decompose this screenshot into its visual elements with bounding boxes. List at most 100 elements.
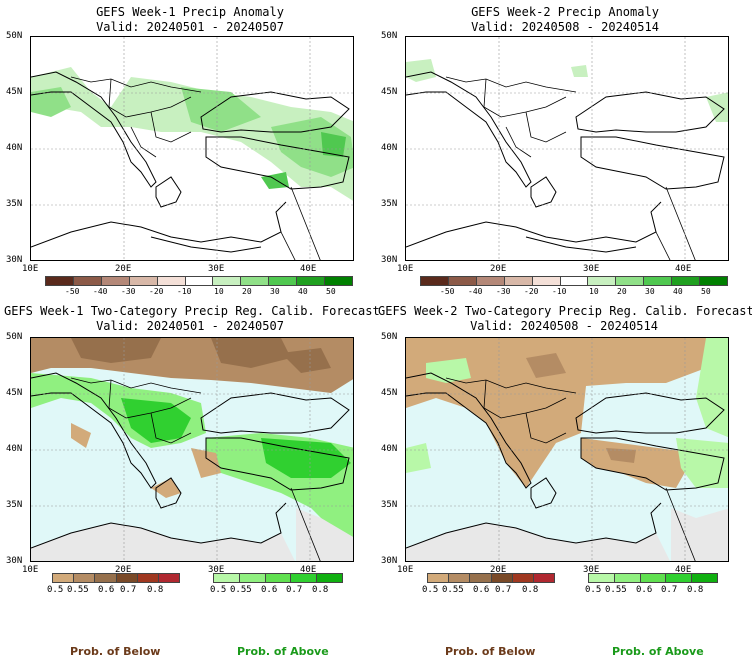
coastlines <box>406 71 725 253</box>
anomaly-tick: -10 <box>552 287 567 296</box>
panel1-title-line2: Valid: 20240501 - 20240507 <box>96 20 284 34</box>
below-color-swatch <box>512 574 534 582</box>
lat-label: 45N <box>381 87 398 97</box>
lat-label: 40N <box>6 444 23 454</box>
grid-lines <box>31 338 353 561</box>
outside-domain <box>406 508 728 561</box>
below-tick: 0.8 <box>522 585 539 595</box>
lon-label: 40E <box>300 565 317 575</box>
lat-label: 50N <box>6 332 23 342</box>
anomaly-tick: 10 <box>214 287 224 296</box>
lon-label: 30E <box>583 264 600 274</box>
anomaly-color-swatch <box>129 277 158 285</box>
anomaly-color-swatch <box>448 277 477 285</box>
anomaly-color-swatch <box>616 277 645 285</box>
anomaly-color-swatch <box>476 277 505 285</box>
anomaly-tick: -20 <box>149 287 164 296</box>
below-tick: 0.8 <box>147 585 164 595</box>
anomaly-tick: 10 <box>589 287 599 296</box>
lon-label: 20E <box>115 264 132 274</box>
anomaly-color-swatch <box>185 277 214 285</box>
grid-lines <box>406 37 728 260</box>
below-color-swatch <box>491 574 513 582</box>
anomaly-tick: 50 <box>701 287 711 296</box>
above-tick: 0.6 <box>261 585 278 595</box>
anomaly-color-swatch <box>588 277 617 285</box>
panel1-title-line1: GEFS Week-1 Precip Anomaly <box>96 5 284 19</box>
anomaly-colorbar-week1 <box>45 276 353 286</box>
outside-domain <box>31 508 353 561</box>
lon-label: 10E <box>397 264 414 274</box>
lat-label: 45N <box>6 388 23 398</box>
above-tick: 0.5 <box>585 585 602 595</box>
anomaly-tick: -40 <box>468 287 483 296</box>
lon-label: 10E <box>22 264 39 274</box>
coastlines <box>406 372 725 549</box>
lon-label: 40E <box>300 264 317 274</box>
above-color-swatch <box>291 574 318 582</box>
anomaly-color-swatch <box>157 277 186 285</box>
borders <box>445 377 696 561</box>
anomaly-tick: 40 <box>298 287 308 296</box>
above-tick: 0.8 <box>687 585 704 595</box>
borders <box>70 377 321 561</box>
panel4-title: GEFS Week-2 Two-Category Precip Reg. Cal… <box>378 304 752 334</box>
anomaly-tick: 20 <box>617 287 627 296</box>
anomaly-colorbar-week2 <box>420 276 728 286</box>
lon-label: 20E <box>115 565 132 575</box>
anomaly-color-swatch <box>421 277 449 285</box>
prob-above-label-week2: Prob. of Above <box>612 645 704 658</box>
above-tick: 0.6 <box>636 585 653 595</box>
lon-label: 30E <box>208 264 225 274</box>
below-color-swatch <box>95 574 117 582</box>
anomaly-tick: 40 <box>673 287 683 296</box>
below-tick: 0.55 <box>442 585 464 595</box>
lat-label: 35N <box>6 500 23 510</box>
land-below-strong <box>526 353 636 463</box>
coastlines <box>31 372 350 549</box>
lon-label: 30E <box>583 565 600 575</box>
anomaly-tick: -30 <box>121 287 136 296</box>
anomaly-color-swatch <box>101 277 130 285</box>
above-color-swatch <box>214 574 240 582</box>
below-tick: 0.55 <box>67 585 89 595</box>
above-tick: 0.55 <box>230 585 252 595</box>
borders <box>445 76 696 260</box>
anomaly-color-swatch <box>672 277 701 285</box>
below-color-swatch <box>428 574 450 582</box>
anomaly-color-swatch <box>213 277 242 285</box>
lat-label: 45N <box>381 388 398 398</box>
below-color-swatch <box>533 574 555 582</box>
below-color-swatch <box>116 574 138 582</box>
lon-label: 20E <box>490 264 507 274</box>
panel3-title: GEFS Week-1 Two-Category Precip Reg. Cal… <box>4 304 380 334</box>
lon-label: 40E <box>675 264 692 274</box>
lon-label: 10E <box>22 565 39 575</box>
anomaly-color-swatch <box>269 277 298 285</box>
map-week1-anomaly <box>30 36 354 261</box>
lat-label: 40N <box>381 143 398 153</box>
anomaly-tick: -50 <box>65 287 80 296</box>
prob-above-label-week1: Prob. of Above <box>237 645 329 658</box>
panel1-title: GEFS Week-1 Precip Anomaly Valid: 202405… <box>30 5 350 35</box>
lat-label: 30N <box>6 255 23 265</box>
lat-label: 45N <box>6 87 23 97</box>
land-below-strong <box>71 338 331 373</box>
lat-label: 40N <box>6 143 23 153</box>
anomaly-tick: 30 <box>270 287 280 296</box>
above-color-swatch <box>640 574 667 582</box>
below-color-swatch <box>74 574 96 582</box>
below-color-swatch <box>53 574 75 582</box>
above-color-swatch <box>666 574 693 582</box>
below-tick: 0.5 <box>422 585 439 595</box>
above-color-swatch <box>265 574 292 582</box>
above-color-swatch <box>317 574 342 582</box>
above-color-swatch <box>589 574 615 582</box>
lon-label: 40E <box>675 565 692 575</box>
lat-label: 50N <box>381 332 398 342</box>
anomaly-color-swatch <box>532 277 561 285</box>
anomaly-color-swatch <box>325 277 352 285</box>
above-colorbar-week2 <box>588 573 718 583</box>
below-colorbar-week1 <box>52 573 180 583</box>
anomaly-color-swatch <box>297 277 326 285</box>
